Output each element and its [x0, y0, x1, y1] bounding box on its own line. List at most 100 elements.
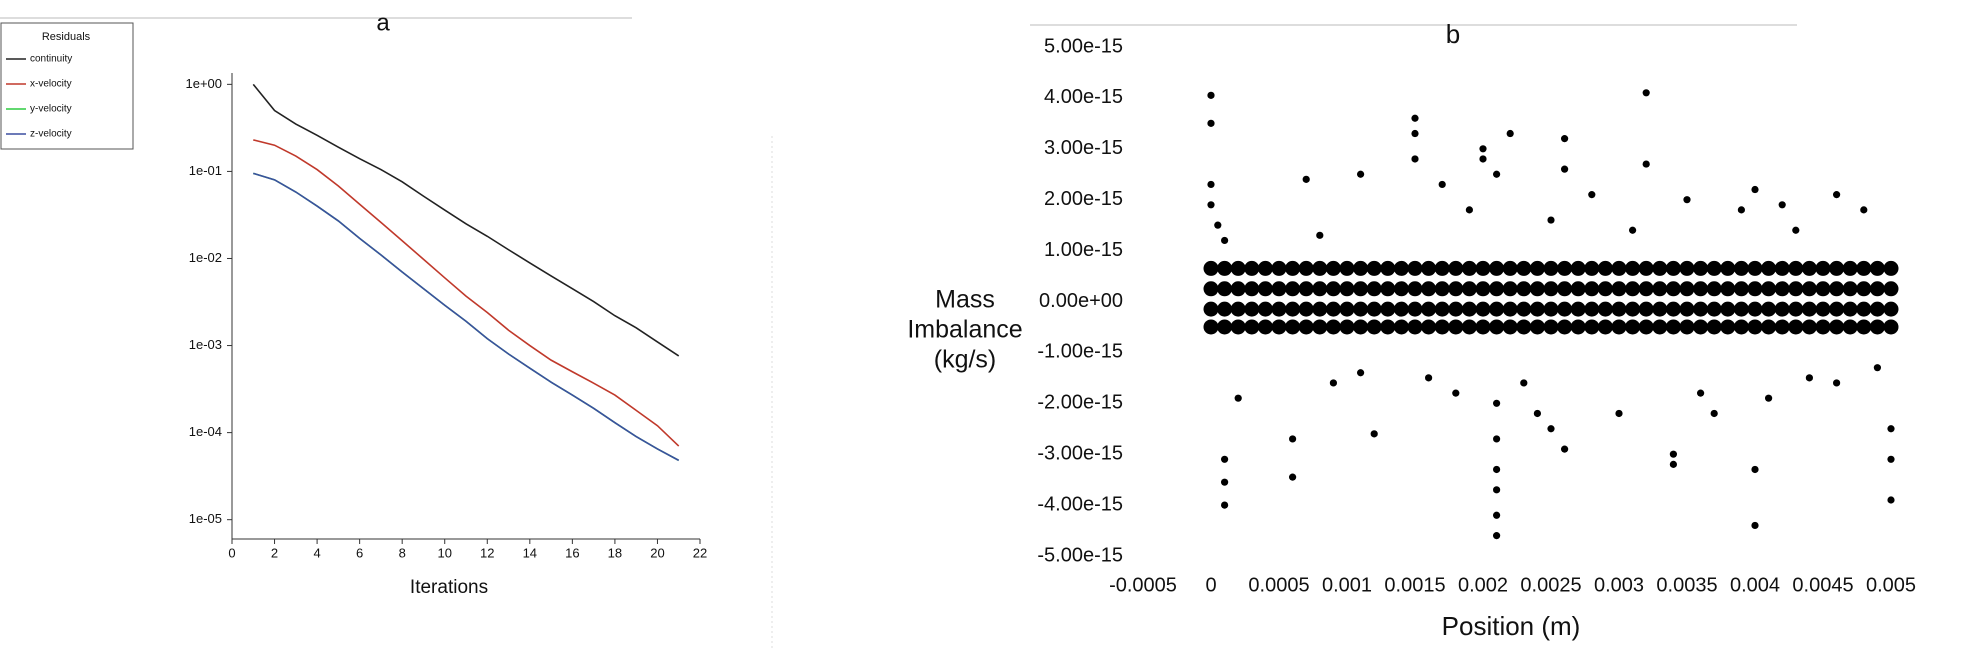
point [1370, 430, 1378, 438]
point [1720, 301, 1736, 317]
point [1312, 319, 1328, 335]
point [1271, 301, 1287, 317]
point [1761, 319, 1777, 335]
point [1407, 260, 1423, 276]
point [1366, 319, 1382, 335]
point [1611, 319, 1627, 335]
legend-box [0, 22, 134, 150]
point [1561, 135, 1569, 143]
x-tick-label: 0.005 [1866, 574, 1916, 596]
point [1230, 301, 1246, 317]
point [1584, 260, 1600, 276]
point [1710, 409, 1718, 418]
point [1271, 260, 1287, 276]
point [1883, 301, 1899, 317]
y-axis-label: Imbalance [907, 316, 1022, 344]
y-tick-label: 1e+00 [185, 76, 222, 91]
x-tick-label: -0.0005 [1109, 574, 1177, 596]
point [1339, 319, 1355, 335]
point [1733, 301, 1749, 317]
point [1887, 455, 1895, 463]
point [1339, 260, 1355, 276]
point [1438, 180, 1446, 189]
point [1805, 374, 1813, 382]
point [1625, 301, 1641, 317]
point [1693, 281, 1709, 297]
point [1234, 394, 1242, 402]
point [1244, 301, 1260, 317]
point [1461, 260, 1477, 276]
point [1801, 319, 1817, 335]
point [1502, 281, 1518, 297]
point [1380, 319, 1396, 335]
point [1529, 301, 1545, 317]
point [1244, 319, 1260, 335]
point [1873, 364, 1881, 372]
point [1493, 170, 1501, 178]
point [1461, 301, 1477, 317]
x-tick-label: 0.0035 [1656, 574, 1717, 596]
point [1625, 319, 1641, 335]
point [1842, 260, 1858, 276]
point [1883, 281, 1899, 297]
point [1584, 281, 1600, 297]
point [1421, 260, 1437, 276]
point [1801, 301, 1817, 317]
series-line [253, 172, 680, 462]
point [1316, 231, 1324, 239]
x-tick-label: 16 [565, 545, 579, 560]
point [1516, 319, 1532, 335]
point [1652, 301, 1668, 317]
x-tick-label: 2 [271, 545, 278, 560]
point [1516, 301, 1532, 317]
y-tick-label: 1e-04 [189, 424, 222, 439]
point [1747, 260, 1763, 276]
point [1679, 260, 1695, 276]
point [1516, 281, 1532, 297]
point [1380, 281, 1396, 297]
point [1611, 301, 1627, 317]
point [1570, 301, 1586, 317]
point [1543, 260, 1559, 276]
point [1747, 301, 1763, 317]
x-tick-label: 14 [523, 545, 537, 560]
point [1520, 379, 1528, 387]
point [1221, 455, 1229, 463]
point [1502, 301, 1518, 317]
point [1366, 260, 1382, 276]
y-tick-label: 2.00e-15 [1044, 188, 1123, 210]
point [1217, 281, 1233, 297]
point [1285, 319, 1301, 335]
point [1765, 394, 1773, 402]
legend-label: y-velocity [30, 104, 72, 115]
series-line [253, 139, 680, 447]
point [1543, 319, 1559, 335]
legend-label: continuity [30, 54, 72, 65]
point [1815, 301, 1831, 317]
point [1584, 301, 1600, 317]
point [1393, 319, 1409, 335]
point [1829, 281, 1845, 297]
point [1747, 281, 1763, 297]
legend-title: Residuals [42, 31, 91, 43]
y-tick-label: -5.00e-15 [1037, 544, 1123, 566]
point [1203, 319, 1219, 335]
x-tick-label: 0.002 [1458, 574, 1508, 596]
point [1751, 185, 1759, 194]
point [1257, 281, 1273, 297]
point [1597, 301, 1613, 317]
point [1339, 301, 1355, 317]
y-tick-label: -3.00e-15 [1037, 442, 1123, 464]
point [1611, 260, 1627, 276]
point [1570, 281, 1586, 297]
x-tick-label: 4 [313, 545, 320, 560]
point [1829, 319, 1845, 335]
point [1683, 196, 1691, 204]
x-tick-label: 20 [650, 545, 664, 560]
point [1638, 301, 1654, 317]
point [1203, 301, 1219, 317]
point [1230, 260, 1246, 276]
point [1706, 281, 1722, 297]
point [1475, 319, 1491, 335]
point [1411, 129, 1419, 138]
